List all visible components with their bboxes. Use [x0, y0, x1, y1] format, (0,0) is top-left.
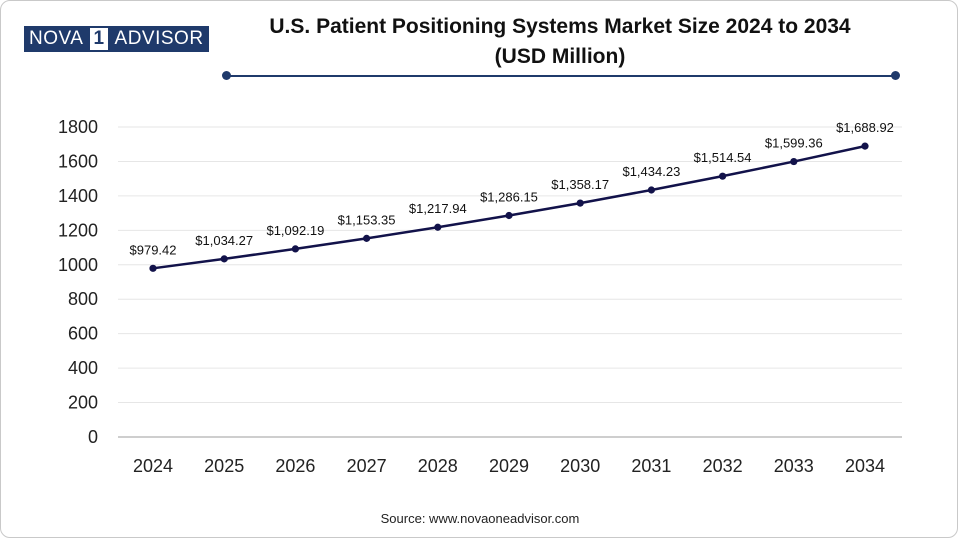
series-line-layer [152, 144, 866, 270]
data-point [576, 199, 584, 207]
data-point [363, 234, 371, 242]
data-label: $1,217.94 [409, 201, 467, 216]
x-tick-label: 2027 [347, 456, 387, 476]
data-label: $1,599.36 [765, 136, 823, 151]
data-point [790, 157, 798, 166]
data-points [149, 142, 869, 272]
data-label: $1,034.27 [195, 233, 253, 248]
y-tick-label: 600 [68, 324, 98, 344]
y-tick-label: 800 [68, 289, 98, 309]
x-tick-label: 2032 [703, 456, 743, 476]
data-point [861, 142, 869, 150]
data-point [149, 264, 157, 272]
data-label: $1,092.19 [266, 223, 324, 238]
y-tick-label: 1400 [58, 186, 98, 206]
x-tick-label: 2030 [560, 456, 600, 476]
data-label: $1,688.92 [836, 120, 894, 135]
brand-logo: NOVA 1 ADVISOR [24, 26, 209, 52]
data-point [434, 223, 442, 231]
series-line [152, 144, 866, 270]
source-note: Source: www.novaoneadvisor.com [380, 511, 580, 526]
y-tick-label: 1800 [58, 117, 98, 137]
title-underline-dot-left [222, 71, 231, 80]
data-label: $1,153.35 [338, 212, 396, 227]
y-tick-label: 1200 [58, 220, 98, 240]
x-tick-label: 2025 [204, 456, 244, 476]
logo-text-nova: NOVA [24, 26, 89, 52]
data-label: $979.42 [130, 242, 177, 257]
title-underline [226, 75, 896, 77]
x-tick-label: 2028 [418, 456, 458, 476]
data-point [647, 186, 656, 194]
data-point [719, 172, 727, 180]
x-tick-label: 2033 [774, 456, 814, 476]
logo-text-advisor: ADVISOR [109, 26, 209, 52]
x-tick-label: 2026 [275, 456, 315, 476]
y-tick-label: 200 [68, 393, 98, 413]
y-tick-label: 1000 [58, 255, 98, 275]
chart-title-line1: U.S. Patient Positioning Systems Market … [269, 15, 851, 38]
y-tick-label: 400 [68, 358, 98, 378]
y-tick-label: 0 [88, 427, 98, 447]
data-label: $1,358.17 [551, 177, 609, 192]
title-underline-dot-right [891, 71, 900, 80]
axes: 0 200 400 600 800 1000 1200 1400 1600 1800 2024 202… [58, 117, 902, 476]
x-tick-label: 2029 [489, 456, 529, 476]
grid-lines [118, 126, 902, 404]
y-tick-label: 1600 [58, 151, 98, 171]
data-label: $1,434.23 [622, 164, 680, 179]
chart-title-line2: (USD Million) [494, 45, 626, 68]
x-tick-label: 2034 [845, 456, 885, 476]
chart-title: U.S. Patient Positioning Systems Market … [200, 12, 920, 72]
data-labels: $979.42 $1,034.27 $1,092.19 $1,153.35 $1,217… [130, 120, 894, 257]
data-point [505, 211, 513, 220]
data-point [291, 245, 299, 253]
x-tick-label: 2024 [133, 456, 173, 476]
data-label: $1,514.54 [694, 150, 752, 165]
data-label: $1,286.15 [480, 189, 538, 204]
logo-text-one: 1 [88, 26, 110, 52]
data-point [220, 255, 228, 263]
x-tick-label: 2031 [631, 456, 671, 476]
